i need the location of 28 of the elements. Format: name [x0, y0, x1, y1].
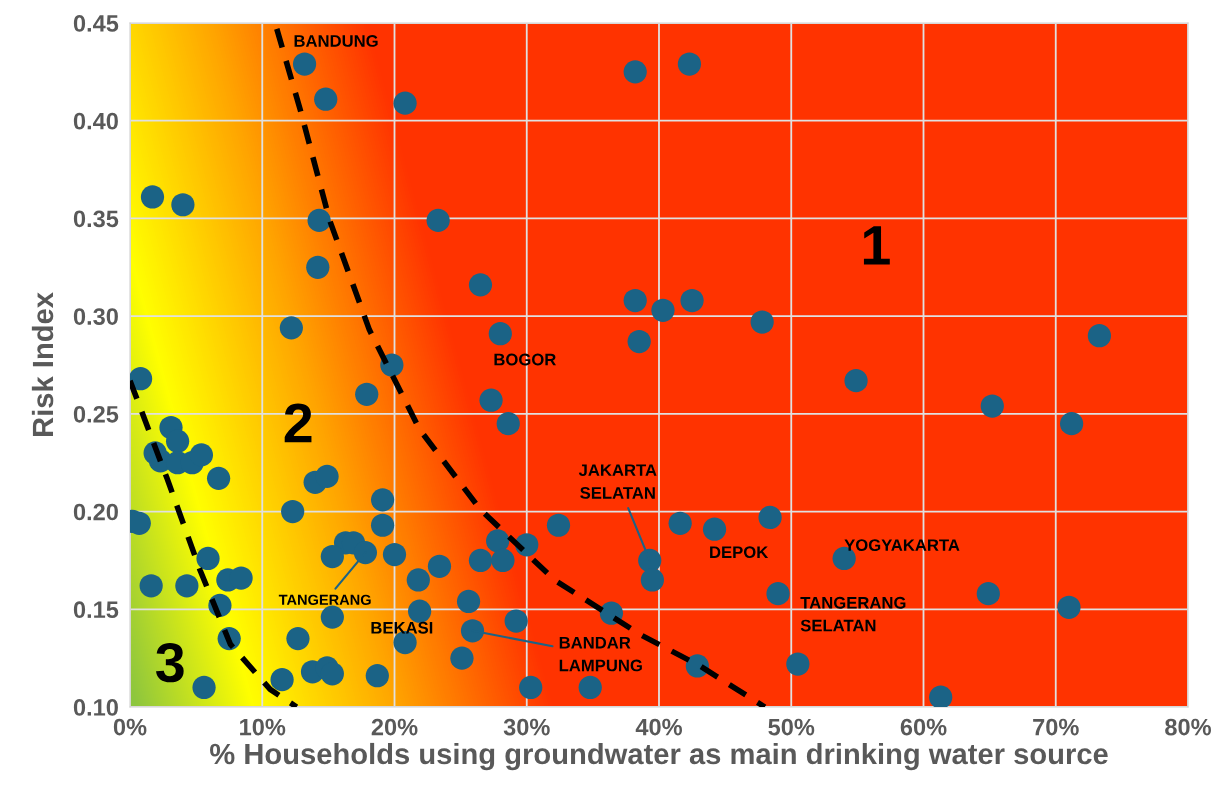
y-tick-label: 0.25	[73, 405, 119, 423]
x-tick-label: 60%	[900, 718, 947, 736]
y-tick-label: 0.20	[73, 503, 118, 521]
x-tick-label: 70%	[1033, 718, 1079, 736]
y-axis-title: Risk Index	[31, 292, 54, 436]
x-tick-label: 30%	[503, 718, 550, 736]
y-tick-label: 0.30	[73, 308, 118, 325]
y-tick-label: 0.45	[73, 15, 119, 32]
x-tick-label: 0%	[113, 718, 147, 736]
x-tick-label: 80%	[1165, 718, 1212, 736]
annotation: 2	[284, 403, 312, 443]
annotation: 3	[156, 642, 184, 683]
y-tick-label: 0.10	[73, 699, 118, 716]
x-tick-label: 10%	[240, 718, 286, 736]
x-tick-label: 50%	[768, 718, 815, 736]
y-tick-label: 0.40	[73, 112, 118, 130]
annotation: DEPOK	[710, 546, 769, 559]
annotation: BANDUNG	[294, 35, 378, 47]
x-axis-title: % Households using groundwater as main drinking water source	[210, 742, 1108, 771]
x-tick-label: 20%	[371, 718, 418, 736]
y-tick-label: 0.15	[73, 601, 119, 619]
annotation: BANDAR LAMPUNG	[559, 636, 642, 672]
annotation: TANGERANG	[278, 594, 371, 605]
annotation: JAKARTA SELATAN	[578, 464, 657, 499]
annotation: TANGERANG SELATAN	[800, 596, 906, 632]
x-tick-label: 40%	[635, 718, 683, 736]
y-tick-label: 0.35	[73, 210, 119, 228]
annotation: 1	[863, 226, 890, 265]
